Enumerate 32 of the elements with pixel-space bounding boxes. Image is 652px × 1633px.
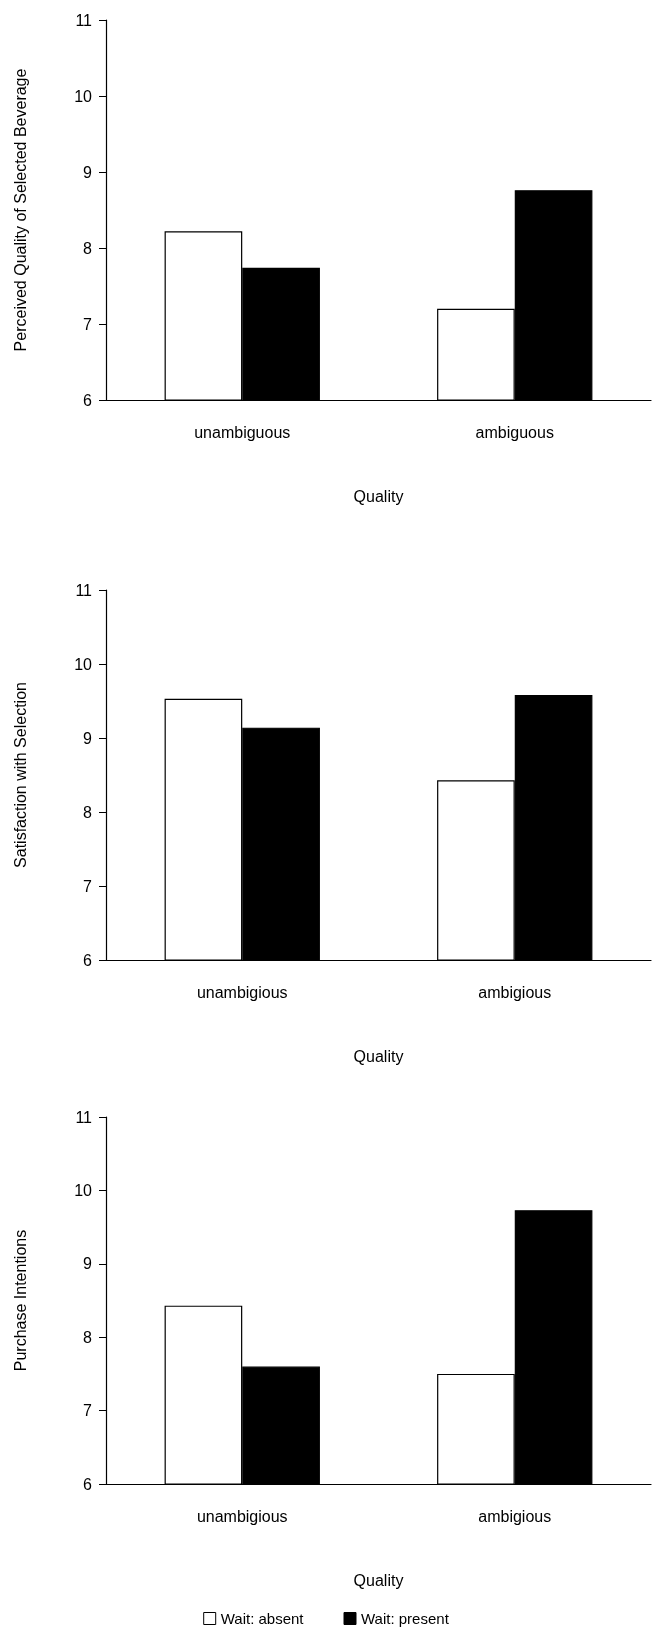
x-axis-title: Quality: [353, 487, 404, 505]
y-axis-title: Purchase Intentions: [11, 1229, 29, 1372]
y-tick-label: 8: [83, 239, 93, 257]
y-axis-title: Satisfaction with Selection: [11, 682, 29, 868]
x-tick-label: unambiguous: [194, 423, 291, 441]
x-tick-label: ambiguous: [475, 423, 554, 441]
y-tick-label: 7: [83, 315, 93, 333]
x-tick-label: unambigious: [196, 1507, 288, 1525]
x-tick-label: unambigious: [196, 983, 288, 1001]
y-axis-title: Perceived Quality of Selected Beverage: [11, 68, 29, 352]
y-tick-label: 6: [83, 1475, 93, 1493]
y-tick-label: 10: [74, 87, 93, 105]
y-tick-label: 9: [83, 1255, 93, 1273]
y-tick-label: 11: [75, 581, 93, 599]
x-axis-title: Quality: [353, 1571, 404, 1589]
y-tick-label: 9: [83, 729, 93, 747]
x-axis-title: Quality: [353, 1047, 404, 1065]
legend-label: Wait: present: [361, 1610, 450, 1627]
y-tick-label: 10: [74, 1181, 93, 1199]
y-tick-label: 8: [83, 1328, 93, 1346]
y-tick-label: 11: [75, 11, 93, 29]
y-tick-label: 7: [83, 877, 93, 895]
y-tick-label: 10: [74, 655, 93, 673]
x-tick-label: ambigious: [478, 1507, 552, 1525]
legend-label: Wait: absent: [220, 1610, 305, 1627]
y-tick-label: 6: [83, 391, 93, 409]
y-tick-label: 11: [75, 1108, 93, 1126]
x-tick-label: ambigious: [478, 983, 552, 1001]
y-tick-label: 9: [83, 163, 93, 181]
y-tick-label: 6: [83, 951, 93, 969]
y-tick-label: 8: [83, 803, 93, 821]
y-tick-label: 7: [83, 1402, 93, 1420]
